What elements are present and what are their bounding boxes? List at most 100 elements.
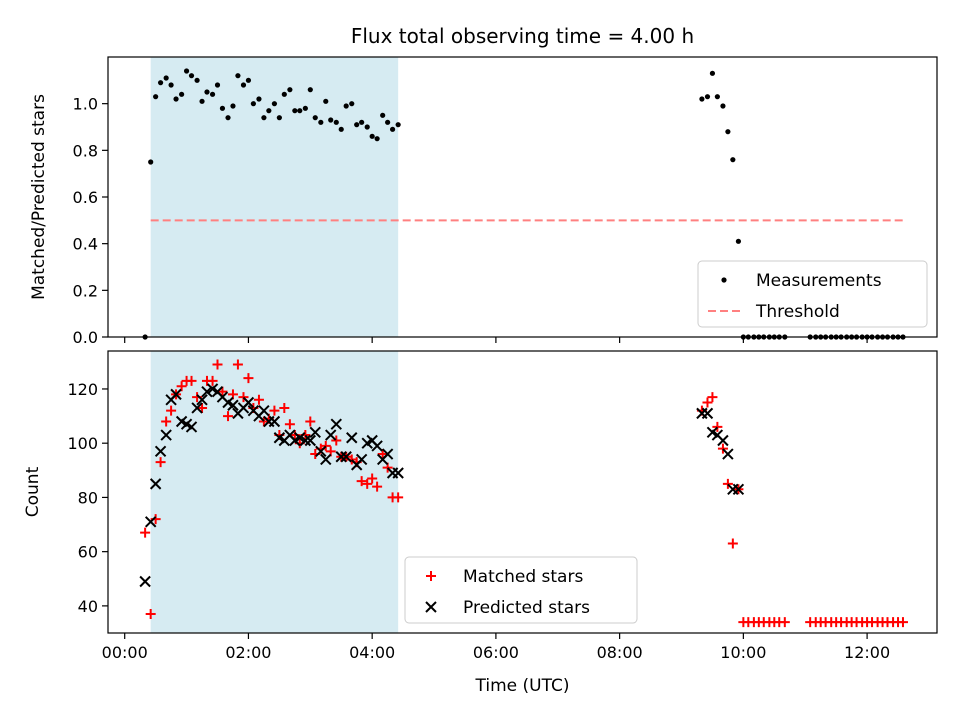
data-point [238, 392, 249, 403]
data-point [369, 133, 375, 139]
legend-box [404, 556, 638, 624]
data-point [201, 385, 213, 398]
data-point [139, 575, 151, 588]
data-point [144, 516, 157, 528]
x-tick-label: 12:00 [844, 643, 890, 662]
data-point [253, 394, 264, 405]
legend-swatch [426, 571, 436, 581]
data-point [186, 375, 197, 386]
data-point [176, 381, 187, 392]
x-tick-label: 06:00 [473, 643, 519, 662]
data-point [197, 402, 208, 413]
data-point [702, 397, 713, 408]
data-point [315, 445, 327, 458]
data-point [309, 426, 321, 439]
data-point [161, 416, 172, 427]
data-point [243, 373, 254, 384]
data-point [148, 159, 154, 165]
data-point [323, 98, 329, 104]
data-point [232, 359, 243, 370]
data-point [170, 388, 182, 401]
data-point [271, 101, 278, 107]
data-point [720, 103, 726, 109]
data-point [714, 94, 720, 100]
data-point [188, 73, 195, 79]
data-point [235, 73, 241, 79]
data-point [268, 415, 281, 428]
data-point [722, 448, 734, 460]
x-axis-label: Time (UTC) [475, 676, 570, 696]
data-point [732, 483, 745, 495]
series-matched-stars [140, 359, 908, 628]
data-point [380, 112, 386, 118]
data-point [735, 238, 742, 244]
data-point [160, 429, 172, 441]
legend: Measurements Threshold [697, 260, 928, 328]
data-point [335, 451, 347, 463]
data-point [325, 429, 337, 441]
data-point [230, 103, 236, 109]
data-point [304, 434, 317, 447]
data-point [157, 80, 164, 86]
y-axis-label: Matched/Predicted stars [29, 94, 49, 300]
data-point [305, 416, 316, 427]
legend-swatch [721, 277, 727, 283]
data-point [302, 105, 308, 111]
legend: Matched stars Predicted stars [404, 556, 638, 624]
data-point [392, 467, 404, 479]
x-tick-label: 02:00 [225, 643, 271, 662]
data-point [173, 96, 179, 102]
y-tick-label: 80 [78, 488, 98, 507]
data-point [219, 105, 226, 111]
data-point [163, 75, 169, 81]
data-point [217, 386, 228, 397]
data-point [362, 478, 373, 489]
data-point [185, 421, 198, 433]
data-point [727, 538, 738, 549]
data-point [194, 77, 200, 83]
data-point [725, 129, 731, 135]
data-point [707, 392, 718, 403]
legend-swatch [425, 601, 437, 613]
data-point [359, 119, 365, 125]
data-point [256, 96, 262, 102]
data-point [699, 96, 705, 102]
data-point [307, 87, 313, 93]
y-tick-label: 0.0 [73, 328, 98, 347]
series-measurements [142, 68, 906, 340]
data-point [287, 87, 293, 93]
data-point [374, 136, 380, 142]
data-point [730, 157, 736, 163]
legend-box [697, 260, 928, 328]
data-point [153, 94, 159, 100]
data-point [166, 405, 177, 416]
plot-frame [107, 350, 938, 634]
data-point [269, 405, 280, 416]
y-tick-label: 1.0 [73, 95, 98, 114]
data-point [209, 91, 216, 97]
data-point [191, 402, 203, 414]
legend-label: Measurements [756, 271, 882, 291]
data-point [395, 122, 401, 128]
data-point [343, 103, 349, 109]
legend-label: Matched stars [463, 567, 583, 587]
data-point [393, 492, 404, 503]
data-point [140, 527, 151, 538]
data-point [709, 70, 716, 76]
data-point [364, 124, 370, 130]
data-point [354, 122, 360, 128]
data-point [258, 404, 270, 417]
data-point [183, 68, 190, 74]
data-point [240, 82, 247, 88]
data-point [704, 94, 711, 100]
data-point [340, 451, 352, 463]
y-tick-label: 0.2 [73, 281, 98, 300]
data-point [367, 473, 378, 484]
data-point [196, 394, 208, 406]
x-tick-label: 08:00 [597, 643, 643, 662]
data-point [276, 115, 282, 121]
y-tick-label: 0.8 [73, 141, 98, 160]
data-point [355, 453, 368, 466]
data-point [223, 411, 234, 422]
